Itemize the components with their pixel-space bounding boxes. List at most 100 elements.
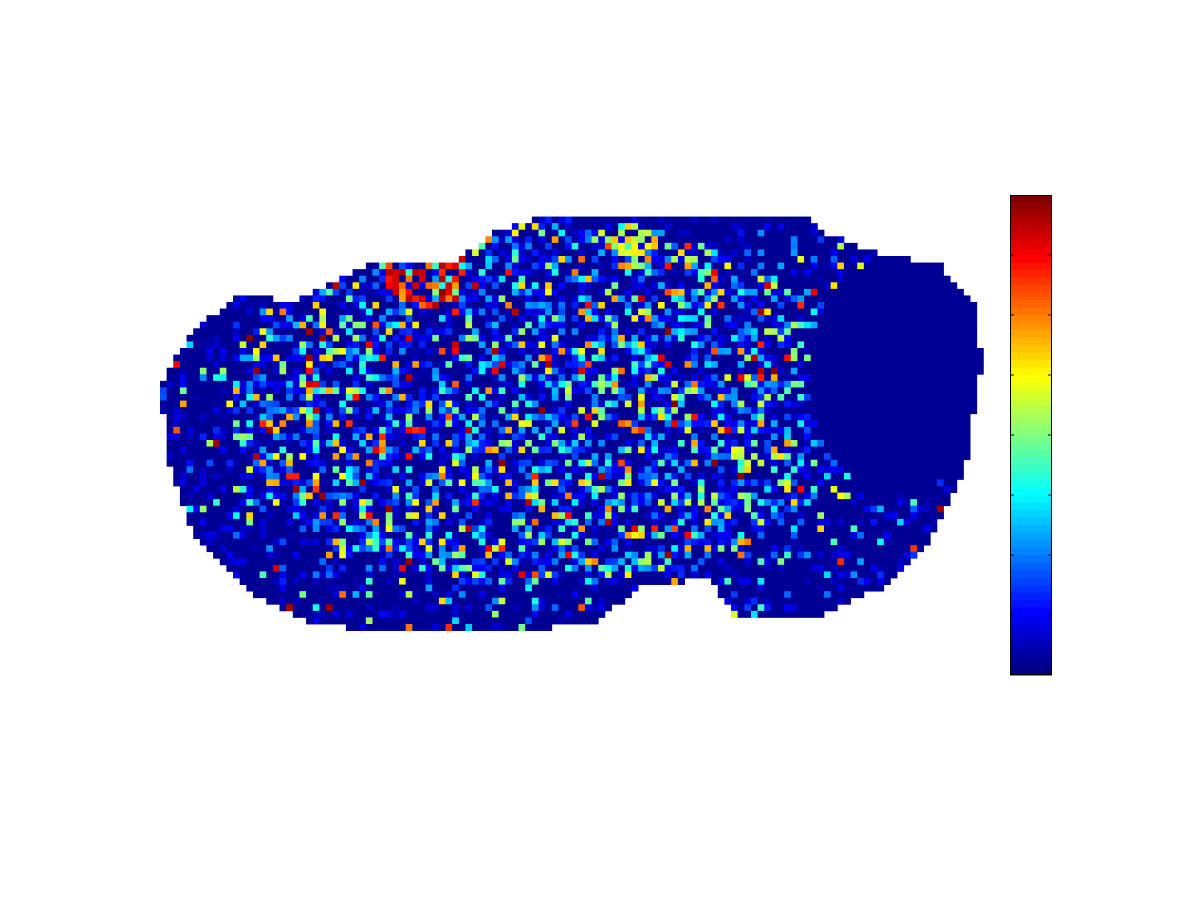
heatmap-cell [478, 374, 486, 382]
heatmap-cell [704, 321, 712, 329]
heatmap-cell [186, 486, 194, 493]
heatmap-cell [392, 288, 400, 296]
heatmap-cell [339, 492, 347, 500]
heatmap-cell [173, 354, 181, 362]
heatmap-cell [538, 288, 546, 296]
heatmap-cell [286, 512, 294, 520]
heatmap-cell [578, 479, 586, 487]
heatmap-cell [199, 341, 207, 349]
heatmap-cell [910, 505, 918, 513]
heatmap-cell [565, 499, 573, 507]
heatmap-cell [385, 479, 393, 487]
heatmap-cell [764, 499, 772, 507]
heatmap-cell [425, 400, 433, 408]
heatmap-cell [292, 361, 300, 369]
heatmap-cell [936, 334, 944, 342]
heatmap-cell [777, 256, 785, 263]
heatmap-cell [897, 492, 905, 500]
heatmap-cell [578, 440, 586, 447]
heatmap-cell [266, 341, 274, 349]
heatmap-cell [764, 341, 772, 349]
heatmap-cell [292, 413, 300, 421]
heatmap-cell [478, 361, 486, 369]
heatmap-cell [930, 400, 938, 408]
heatmap-cell [837, 466, 845, 474]
heatmap-cell [644, 354, 652, 362]
heatmap-cell [279, 453, 287, 461]
heatmap-cell [850, 413, 858, 421]
heatmap-cell [684, 420, 692, 428]
heatmap-cell [584, 413, 592, 421]
heatmap-cell [804, 407, 812, 415]
heatmap-cell [910, 341, 918, 349]
heatmap-cell [485, 486, 493, 493]
heatmap-cell [352, 374, 360, 382]
heatmap-cell [764, 242, 772, 250]
heatmap-cell [824, 315, 832, 323]
heatmap-cell [910, 446, 918, 454]
heatmap-cell [525, 426, 533, 434]
heatmap-cell [438, 328, 446, 336]
heatmap-cell [279, 486, 287, 493]
heatmap-cell [425, 426, 433, 434]
heatmap-cell [611, 328, 619, 336]
heatmap-cell [418, 420, 426, 428]
heatmap-cell [458, 348, 466, 355]
heatmap-cell [631, 321, 639, 329]
heatmap-cell [671, 334, 679, 342]
heatmap-cell [717, 499, 725, 507]
heatmap-cell [704, 308, 712, 316]
heatmap-cell [565, 518, 573, 526]
heatmap-cell [505, 413, 513, 421]
heatmap-cell [750, 512, 758, 520]
heatmap-cell [233, 440, 241, 447]
heatmap-cell [644, 275, 652, 283]
heatmap-cell [770, 479, 778, 487]
heatmap-cell [259, 420, 267, 428]
heatmap-cell [604, 374, 612, 382]
heatmap-cell [292, 354, 300, 362]
heatmap-cell [910, 433, 918, 441]
heatmap-cell [392, 512, 400, 520]
heatmap-cell [631, 334, 639, 342]
heatmap-cell [857, 394, 865, 401]
heatmap-cell [558, 275, 566, 283]
heatmap-cell [213, 453, 221, 461]
heatmap-cell [412, 302, 420, 309]
heatmap-cell [697, 420, 705, 428]
heatmap-cell [664, 486, 672, 493]
heatmap-cell [810, 472, 818, 480]
heatmap-cell [631, 518, 639, 526]
heatmap-cell [731, 499, 739, 507]
heatmap-cell [571, 308, 579, 316]
heatmap-cell [372, 420, 380, 428]
heatmap-cell [199, 512, 207, 520]
heatmap-cell [511, 486, 519, 493]
heatmap-cell [498, 407, 506, 415]
heatmap-cell [704, 453, 712, 461]
heatmap-cell [405, 275, 413, 283]
heatmap-cell [339, 348, 347, 355]
heatmap-cell [618, 302, 626, 309]
heatmap-cell [511, 242, 519, 250]
heatmap-cell [219, 328, 227, 336]
heatmap-cell [684, 236, 692, 244]
heatmap-cell [697, 486, 705, 493]
heatmap-cell [558, 321, 566, 329]
heatmap-cell [538, 400, 546, 408]
heatmap-cell [405, 466, 413, 474]
heatmap-cell [458, 315, 466, 323]
heatmap-cell [870, 341, 878, 349]
heatmap-cell [372, 459, 380, 467]
heatmap-cell [266, 354, 274, 362]
heatmap-cell [697, 216, 705, 224]
heatmap-cell [458, 400, 466, 408]
heatmap-cell [578, 446, 586, 454]
heatmap-cell [857, 374, 865, 382]
heatmap-cell [511, 295, 519, 303]
heatmap-cell [750, 453, 758, 461]
heatmap-cell [199, 394, 207, 401]
heatmap-cell [219, 321, 227, 329]
heatmap-cell [332, 400, 340, 408]
heatmap-cell [930, 459, 938, 467]
